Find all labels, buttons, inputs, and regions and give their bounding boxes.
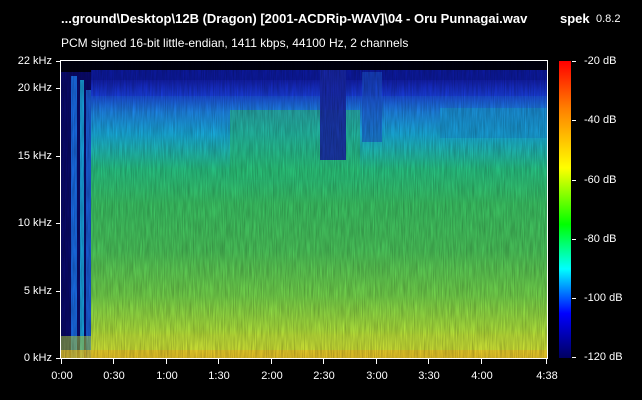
time-label-1-00: 1:00 — [156, 370, 178, 382]
time-label-1-30: 1:30 — [208, 370, 230, 382]
db-label-minus-60: -60 dB — [584, 174, 617, 186]
freq-label-0khz: 0 kHz — [23, 352, 52, 364]
db-label-minus-20: -20 dB — [584, 55, 617, 67]
file-title: ...ground\Desktop\12B (Dragon) [2001-ACD… — [61, 11, 528, 26]
db-label-minus-40: -40 dB — [584, 114, 617, 126]
time-label-0-00: 0:00 — [51, 370, 73, 382]
time-label-3-00: 3:00 — [366, 370, 388, 382]
app-version: 0.8.2 — [596, 13, 621, 25]
time-label-4-00: 4:00 — [471, 370, 493, 382]
db-ticks — [572, 61, 576, 358]
freq-label-10khz: 10 kHz — [17, 217, 52, 229]
time-label-0-30: 0:30 — [103, 370, 125, 382]
db-color-scale — [559, 61, 571, 358]
time-ticks — [61, 359, 547, 364]
db-label-minus-120: -120 dB — [584, 351, 623, 363]
freq-label-20khz: 20 kHz — [17, 82, 52, 94]
time-label-2-30: 2:30 — [313, 370, 335, 382]
frequency-ticks — [56, 61, 60, 359]
db-label-minus-100: -100 dB — [584, 292, 623, 304]
time-label-2-00: 2:00 — [261, 370, 283, 382]
time-label-4-38: 4:38 — [536, 370, 558, 382]
freq-label-15khz: 15 kHz — [17, 150, 52, 162]
freq-label-22khz: 22 kHz — [17, 55, 52, 67]
freq-label-5khz: 5 kHz — [23, 285, 52, 297]
time-label-3-30: 3:30 — [418, 370, 440, 382]
db-label-minus-80: -80 dB — [584, 233, 617, 245]
spectrogram-plot — [61, 61, 547, 358]
audio-info: PCM signed 16-bit little-endian, 1411 kb… — [61, 36, 409, 50]
app-name: spek — [560, 11, 590, 26]
plot-frame — [60, 60, 548, 359]
